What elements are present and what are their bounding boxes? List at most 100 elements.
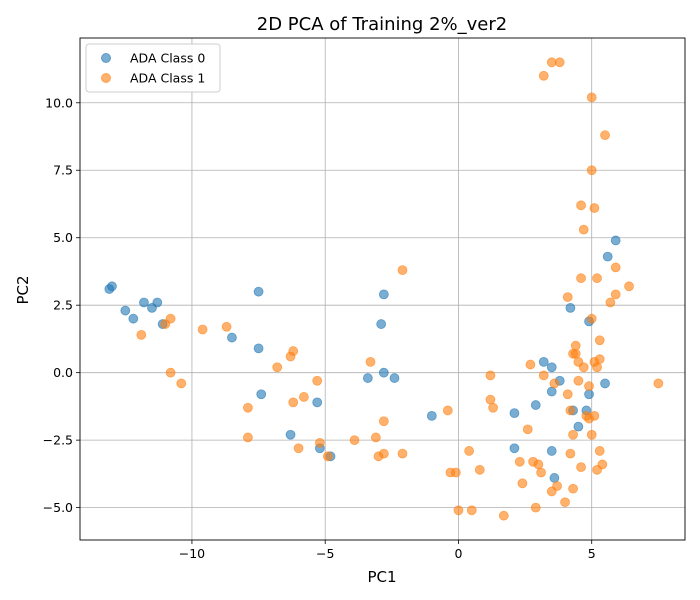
data-point-class-1 bbox=[594, 354, 605, 365]
data-point-class-1 bbox=[610, 262, 621, 273]
data-point-class-1 bbox=[605, 297, 616, 308]
data-point-class-0 bbox=[362, 373, 373, 383]
data-point-class-0 bbox=[600, 378, 610, 389]
data-point-class-1 bbox=[453, 505, 464, 516]
data-point-class-1 bbox=[288, 397, 299, 408]
data-point-class-1 bbox=[365, 356, 376, 367]
data-point-class-1 bbox=[624, 281, 634, 292]
data-point-class-0 bbox=[546, 386, 557, 397]
data-point-class-0 bbox=[538, 356, 549, 367]
data-point-class-0 bbox=[152, 297, 163, 308]
legend-marker-class-0 bbox=[101, 53, 111, 63]
data-point-class-1 bbox=[594, 335, 605, 346]
y-tick-label: 0.0 bbox=[53, 365, 73, 380]
data-point-class-1 bbox=[312, 375, 323, 386]
data-point-class-1 bbox=[485, 370, 496, 381]
data-point-class-1 bbox=[592, 362, 602, 373]
data-point-class-1 bbox=[562, 292, 573, 302]
data-point-class-1 bbox=[176, 378, 187, 389]
data-point-class-1 bbox=[568, 483, 578, 494]
data-point-class-1 bbox=[586, 92, 597, 103]
legend-marker-class-1 bbox=[101, 73, 111, 83]
data-point-class-1 bbox=[464, 446, 475, 456]
data-point-class-0 bbox=[253, 343, 264, 354]
data-point-class-1 bbox=[397, 265, 408, 276]
data-point-class-0 bbox=[227, 332, 237, 343]
data-point-class-1 bbox=[565, 448, 576, 459]
data-point-class-1 bbox=[533, 459, 544, 470]
y-axis-label: PC2 bbox=[14, 275, 32, 304]
data-point-class-1 bbox=[298, 392, 309, 402]
data-point-class-1 bbox=[554, 57, 565, 68]
data-point-class-1 bbox=[293, 443, 304, 454]
data-point-class-0 bbox=[389, 373, 400, 383]
data-point-class-0 bbox=[376, 319, 387, 329]
data-point-class-0 bbox=[573, 421, 584, 432]
data-point-class-1 bbox=[594, 446, 605, 456]
data-point-class-1 bbox=[322, 451, 333, 462]
y-tick-label: −5.0 bbox=[43, 500, 73, 515]
data-point-class-0 bbox=[378, 289, 389, 300]
data-point-class-1 bbox=[570, 340, 581, 351]
y-tick-label: 10.0 bbox=[45, 95, 73, 110]
data-point-class-0 bbox=[530, 400, 541, 410]
data-point-class-0 bbox=[610, 235, 621, 246]
data-point-class-1 bbox=[586, 429, 597, 440]
data-point-class-1 bbox=[576, 273, 586, 284]
data-point-class-1 bbox=[600, 130, 610, 141]
data-point-class-1 bbox=[221, 321, 232, 332]
data-point-class-1 bbox=[597, 459, 608, 470]
data-point-class-1 bbox=[314, 437, 325, 448]
data-point-class-1 bbox=[349, 435, 360, 446]
data-point-class-0 bbox=[546, 446, 557, 456]
data-point-class-0 bbox=[602, 251, 613, 262]
data-point-class-1 bbox=[466, 505, 477, 516]
data-point-class-1 bbox=[397, 448, 408, 459]
y-tick-label: −2.5 bbox=[43, 433, 73, 448]
data-point-class-1 bbox=[514, 456, 525, 467]
data-point-class-1 bbox=[525, 359, 536, 370]
data-point-class-0 bbox=[509, 443, 520, 454]
data-point-class-1 bbox=[576, 462, 586, 473]
data-point-class-1 bbox=[610, 289, 621, 300]
data-point-class-1 bbox=[560, 497, 570, 508]
data-point-class-1 bbox=[474, 464, 485, 475]
data-point-class-1 bbox=[272, 362, 283, 373]
data-point-class-1 bbox=[576, 200, 586, 211]
legend: ADA Class 0 ADA Class 1 bbox=[85, 43, 221, 93]
grid-lines bbox=[80, 38, 685, 540]
data-point-class-0 bbox=[128, 313, 139, 324]
data-point-class-1 bbox=[378, 448, 389, 459]
data-points bbox=[104, 57, 664, 521]
x-tick-label: 5 bbox=[588, 546, 596, 561]
data-point-class-1 bbox=[549, 378, 560, 389]
data-point-class-0 bbox=[546, 362, 557, 373]
axes: −10 −5 0 5 −5.0 −2.5 0.0 2.5 5.0 7.5 10.0 bbox=[43, 37, 686, 561]
data-point-class-0 bbox=[312, 397, 323, 408]
data-point-class-1 bbox=[573, 375, 584, 386]
legend-label-class-1: ADA Class 1 bbox=[130, 71, 205, 86]
data-point-class-1 bbox=[136, 329, 147, 340]
data-point-class-0 bbox=[285, 429, 296, 440]
data-point-class-1 bbox=[488, 402, 499, 413]
data-point-class-1 bbox=[165, 313, 176, 324]
x-tick-label: −5 bbox=[316, 546, 334, 561]
data-point-class-0 bbox=[378, 367, 389, 378]
data-point-class-0 bbox=[426, 410, 437, 421]
data-point-class-1 bbox=[288, 346, 299, 356]
data-point-class-1 bbox=[538, 70, 549, 81]
data-point-class-0 bbox=[549, 473, 560, 483]
y-tick-label: 2.5 bbox=[53, 298, 73, 313]
data-point-class-1 bbox=[538, 370, 549, 381]
data-point-class-1 bbox=[589, 203, 600, 213]
x-tick-label: −10 bbox=[179, 546, 205, 561]
data-point-class-1 bbox=[442, 405, 453, 416]
legend-label-class-0: ADA Class 0 bbox=[130, 51, 205, 66]
data-point-class-1 bbox=[578, 362, 589, 373]
data-point-class-1 bbox=[197, 324, 208, 335]
data-point-class-0 bbox=[509, 408, 520, 419]
data-point-class-1 bbox=[378, 416, 389, 427]
data-point-class-1 bbox=[498, 510, 509, 521]
data-point-class-0 bbox=[565, 302, 576, 313]
